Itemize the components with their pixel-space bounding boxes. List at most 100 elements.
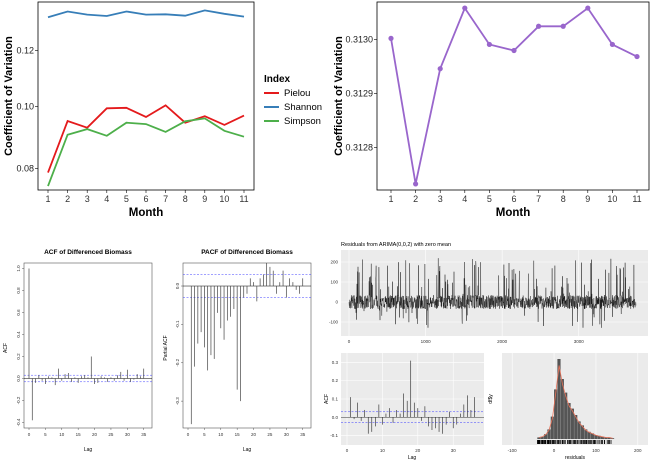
cv-single-xtick: 8: [561, 194, 566, 204]
cv-single-xtick: 5: [487, 194, 492, 204]
legend-label-shannon: Shannon: [284, 102, 322, 113]
residual-hist-bar: [537, 437, 541, 439]
residual-hist-bar: [564, 392, 568, 439]
pacf-xtick: 5: [203, 432, 206, 437]
residuals-yticks: -100 0 100 200: [329, 260, 339, 325]
cv-single-ytick: 0.3130: [345, 35, 373, 45]
cv-index-xtick: 3: [85, 194, 90, 204]
acf-y-axis-label: ACF: [3, 343, 9, 353]
residual-acf-panel: -0.1 0.0 0.1 0.2 0.3 0 10 20 30 Lag ACF: [324, 353, 484, 461]
residual-acf-ytick: 0.0: [332, 415, 339, 420]
residual-hist-y-axis-label: df$y: [488, 394, 494, 404]
cv-index-ytick: 0.12: [16, 46, 34, 56]
residual-hist-xtick: 200: [634, 448, 642, 453]
cv-single-point: [413, 181, 419, 187]
cv-single-xtick: 11: [632, 194, 641, 204]
acf-ytick: 0.0: [16, 375, 21, 382]
acf-xtick: 25: [108, 432, 114, 437]
pacf-xticks: 0 5 10 15 20 25 30 35: [187, 428, 306, 437]
cv-single-xtick: 6: [511, 194, 516, 204]
acf-xtick: 35: [141, 432, 147, 437]
series-line-simpson: [47, 117, 245, 187]
residual-hist-bar: [584, 429, 588, 439]
cv-single-xticks: 1 2 3 4 5 6 7 8 9 10 11: [388, 190, 642, 204]
pacf-ytick: -0.1: [175, 320, 180, 328]
pacf-yticks: -0.3 -0.2 -0.1 0.0: [175, 282, 183, 405]
acf-x-axis-label: Lag: [84, 447, 93, 453]
cv-index-xtick: 8: [183, 194, 188, 204]
residuals-series: [348, 258, 637, 328]
cv-index-xtick: 10: [219, 194, 229, 204]
cv-single-xtick: 7: [536, 194, 541, 204]
residual-acf-ytick: 0.1: [332, 397, 339, 402]
residual-acf-bars: [341, 360, 484, 434]
cv-single-plot-area: [376, 1, 650, 191]
residual-hist-bar: [560, 379, 564, 439]
pacf-xtick: 15: [235, 432, 241, 437]
cv-index-x-axis-label: Month: [129, 207, 163, 219]
residual-hist-bar: [540, 436, 544, 439]
cv-single-xtick: 1: [388, 194, 393, 204]
residual-hist-bar: [590, 433, 595, 439]
cv-single-yticks: 0.3128 0.3129 0.3130: [345, 35, 377, 153]
cv-index-xtick: 7: [163, 194, 168, 204]
cv-single-point: [585, 5, 591, 11]
residuals-xtick: 0: [348, 339, 351, 344]
residual-hist-bar: [604, 437, 608, 439]
residual-hist-bar: [580, 425, 585, 439]
residual-hist-bar: [570, 408, 574, 439]
residual-hist-bar: [577, 421, 581, 439]
acf-xtick: 10: [59, 432, 65, 437]
legend-label-pielou: Pielou: [284, 88, 310, 99]
residual-hist-rug: [537, 440, 612, 444]
cv-single-point: [634, 53, 640, 60]
cv-single-ytick: 0.3129: [345, 89, 373, 99]
pacf-x-axis-label: Lag: [243, 447, 252, 453]
acf-xtick: 30: [125, 432, 131, 437]
series-line-pielou: [47, 104, 245, 173]
residual-hist-density: [538, 365, 613, 439]
residual-hist-xtick: 0: [553, 448, 556, 453]
residual-acf-ytick: 0.2: [332, 378, 339, 383]
residual-hist-bar: [557, 359, 561, 439]
residual-hist-xtick: -100: [508, 448, 518, 453]
residuals-plot-area: [341, 250, 648, 336]
pacf-ytick: 0.0: [175, 282, 180, 289]
residual-acf-yticks: -0.1 0.0 0.1 0.2 0.3: [330, 360, 338, 438]
legend-title: Index: [264, 74, 291, 85]
residual-acf-x-axis-label: Lag: [408, 455, 417, 461]
residual-hist-bar: [607, 437, 611, 439]
residual-hist-bar: [554, 389, 558, 439]
residual-acf-ytick: 0.3: [332, 360, 339, 365]
residuals-ytick: 100: [330, 280, 338, 285]
acf-xtick: 20: [92, 432, 98, 437]
cv-index-xtick: 2: [65, 194, 70, 204]
pacf-xtick: 35: [300, 432, 306, 437]
acf-plot-area: [23, 262, 153, 429]
residuals-ytick: 200: [330, 260, 338, 265]
acf-ytick: 0.4: [16, 331, 21, 338]
pacf-ytick: -0.3: [175, 397, 180, 405]
residuals-ytick: -100: [329, 320, 339, 325]
cv-index-series: [47, 9, 245, 187]
cv-single-point: [486, 41, 492, 48]
residual-acf-ytick: -0.1: [330, 433, 338, 438]
acf-ytick: 0.6: [16, 309, 21, 316]
residual-hist-bar: [594, 435, 598, 439]
residual-acf-xtick: 30: [451, 448, 457, 453]
cv-single-x-axis-label: Month: [496, 207, 530, 219]
residual-acf-xtick: 0: [346, 448, 349, 453]
residual-acf-xticks: 0 10 20 30: [346, 448, 456, 453]
cv-index-ytick: 0.08: [16, 164, 34, 174]
residual-hist-bar: [544, 434, 548, 439]
cv-single-xtick: 9: [585, 194, 590, 204]
cv-index-ytick: 0.10: [16, 102, 34, 112]
acf-ytick: 0.8: [16, 287, 21, 294]
cv-index-xtick: 11: [239, 194, 248, 204]
pacf-xtick: 25: [267, 432, 273, 437]
residual-hist-bars: [537, 359, 615, 439]
pacf-y-axis-label: Partial ACF: [163, 335, 169, 360]
cv-index-xtick: 1: [45, 194, 50, 204]
acf-ytick: 0.2: [16, 353, 21, 360]
